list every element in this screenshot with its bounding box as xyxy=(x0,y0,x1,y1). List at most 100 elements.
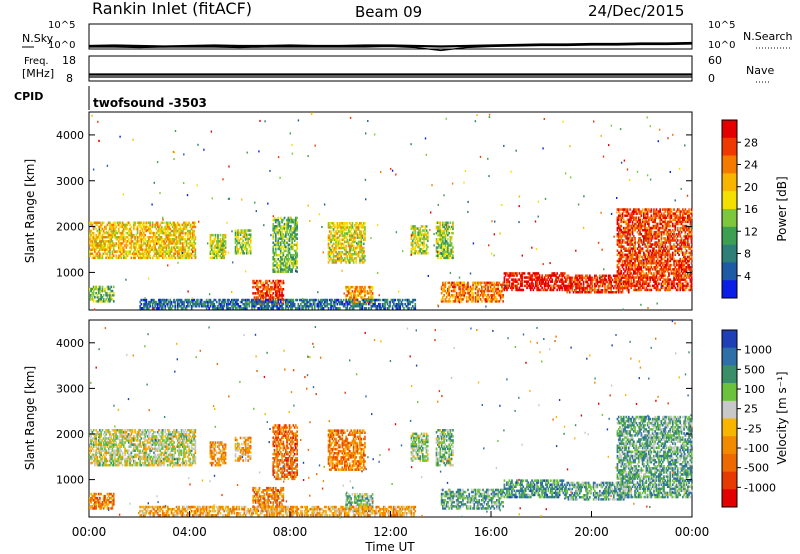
power-cell-2133 xyxy=(361,246,364,250)
power-cell-316 xyxy=(124,256,126,260)
power-cell-876 xyxy=(187,252,189,255)
power-cell-776 xyxy=(175,225,178,229)
power-cell-536 xyxy=(150,248,153,251)
power-cell-1257 xyxy=(249,229,252,232)
power-cell-3248 xyxy=(586,288,589,292)
power-cell-1077 xyxy=(213,238,216,241)
power-cell-2576 xyxy=(442,300,444,303)
power-cell-1716 xyxy=(292,258,295,261)
power-cell-346 xyxy=(127,250,130,253)
power-cell-1792 xyxy=(327,242,330,246)
power-cell-1937 xyxy=(342,259,345,262)
power-cell-617 xyxy=(159,227,161,231)
power-cell-983 xyxy=(96,294,99,297)
power-cell-2947 xyxy=(519,280,522,283)
power-cell-1090 xyxy=(215,244,218,247)
power-cell-2582 xyxy=(442,281,444,285)
power-cell-910 xyxy=(190,244,193,247)
power-cell-3571 xyxy=(622,259,625,263)
power-cell-1893 xyxy=(337,240,340,244)
power-cell-68 xyxy=(96,252,99,255)
power-cell-4288 xyxy=(656,222,659,226)
power-cell-1318 xyxy=(262,296,265,299)
power-cell-2307 xyxy=(413,233,415,236)
power-cell-3684 xyxy=(627,226,630,230)
power-cell-430 xyxy=(139,252,141,255)
power-cell-2958 xyxy=(522,288,525,292)
power-cell-464 xyxy=(141,227,144,231)
power-cell-2829 xyxy=(493,283,496,287)
power-cell-1379 xyxy=(272,292,275,295)
power-cell-1302 xyxy=(259,296,262,299)
power-cell-3021 xyxy=(537,286,540,290)
power-cell-2440 xyxy=(439,246,442,249)
power-cell-3266 xyxy=(589,274,591,277)
power-cell-462 xyxy=(141,233,144,237)
power-cell-3584 xyxy=(624,286,626,290)
power-cell-3323 xyxy=(601,274,604,277)
power-cell-2113 xyxy=(360,248,363,252)
power-cell-3295 xyxy=(596,288,599,292)
power-cell-1089 xyxy=(215,246,218,249)
power-cell-1005 xyxy=(101,289,104,293)
power-cell-1784 xyxy=(296,216,298,220)
power-cell-3446 xyxy=(616,263,619,267)
power-cell-3166 xyxy=(568,276,571,279)
power-cell-2029 xyxy=(351,252,354,256)
power-cell-1381 xyxy=(272,279,275,283)
power-cell-112 xyxy=(100,225,102,229)
power-cell-1076 xyxy=(213,240,216,243)
power-cell-3124 xyxy=(561,282,564,285)
power-cell-631 xyxy=(160,227,163,231)
power-cell-1737 xyxy=(293,237,296,240)
power-cell-869 xyxy=(185,231,188,235)
power-cell-3264 xyxy=(589,278,591,282)
power-cell-124 xyxy=(101,227,104,231)
power-cell-1678 xyxy=(288,218,291,222)
power-cell-1744 xyxy=(293,222,296,226)
power-cell-3074 xyxy=(548,274,551,277)
power-cell-1604 xyxy=(283,239,286,242)
power-cell-807 xyxy=(179,238,182,241)
power-cell-3029 xyxy=(538,278,541,281)
power-cell-1889 xyxy=(337,250,340,254)
power-cell-1548 xyxy=(279,255,282,259)
power-cell-4387 xyxy=(661,224,664,228)
power-cell-501 xyxy=(146,250,149,253)
power-cell-2172 xyxy=(347,290,350,293)
power-cell-994 xyxy=(99,291,101,295)
power-cell-2109 xyxy=(359,222,361,225)
power-cell-1638 xyxy=(286,225,288,228)
power-cell-736 xyxy=(171,229,174,233)
power-cell-2043 xyxy=(352,246,355,250)
power-cell-1992 xyxy=(347,240,350,244)
power-cell-1079 xyxy=(214,250,217,253)
noise-series xyxy=(88,41,693,52)
power-cell-3353 xyxy=(609,286,611,290)
power-cell-3642 xyxy=(626,257,629,261)
power-cell-422 xyxy=(138,246,140,249)
power-cell-3364 xyxy=(610,280,612,284)
power-cell-2198 xyxy=(354,300,356,303)
power-cell-1470 xyxy=(273,251,276,255)
power-cell-1021 xyxy=(106,291,109,295)
power-cell-3746 xyxy=(631,274,634,277)
power-cell-2784 xyxy=(484,281,487,285)
power-cell-1131 xyxy=(222,248,224,251)
power-cell-1361 xyxy=(269,296,272,299)
power-cell-2207 xyxy=(355,298,357,301)
power-cell-862 xyxy=(184,221,187,224)
power-cell-2218 xyxy=(357,300,360,303)
power-cell-165 xyxy=(107,250,110,253)
power-cell-3491 xyxy=(619,288,621,292)
power-cell-3164 xyxy=(568,280,571,284)
power-cell-1009 xyxy=(102,298,105,301)
power-cell-2818 xyxy=(492,298,494,301)
power-cell-2837 xyxy=(496,300,498,303)
power-cell-293 xyxy=(121,242,124,245)
power-cell-347 xyxy=(127,240,130,243)
power-cell-2046 xyxy=(352,238,355,241)
power-cell-690 xyxy=(168,256,170,260)
power-cell-1223 xyxy=(244,235,247,238)
power-cell-1075 xyxy=(213,246,216,249)
